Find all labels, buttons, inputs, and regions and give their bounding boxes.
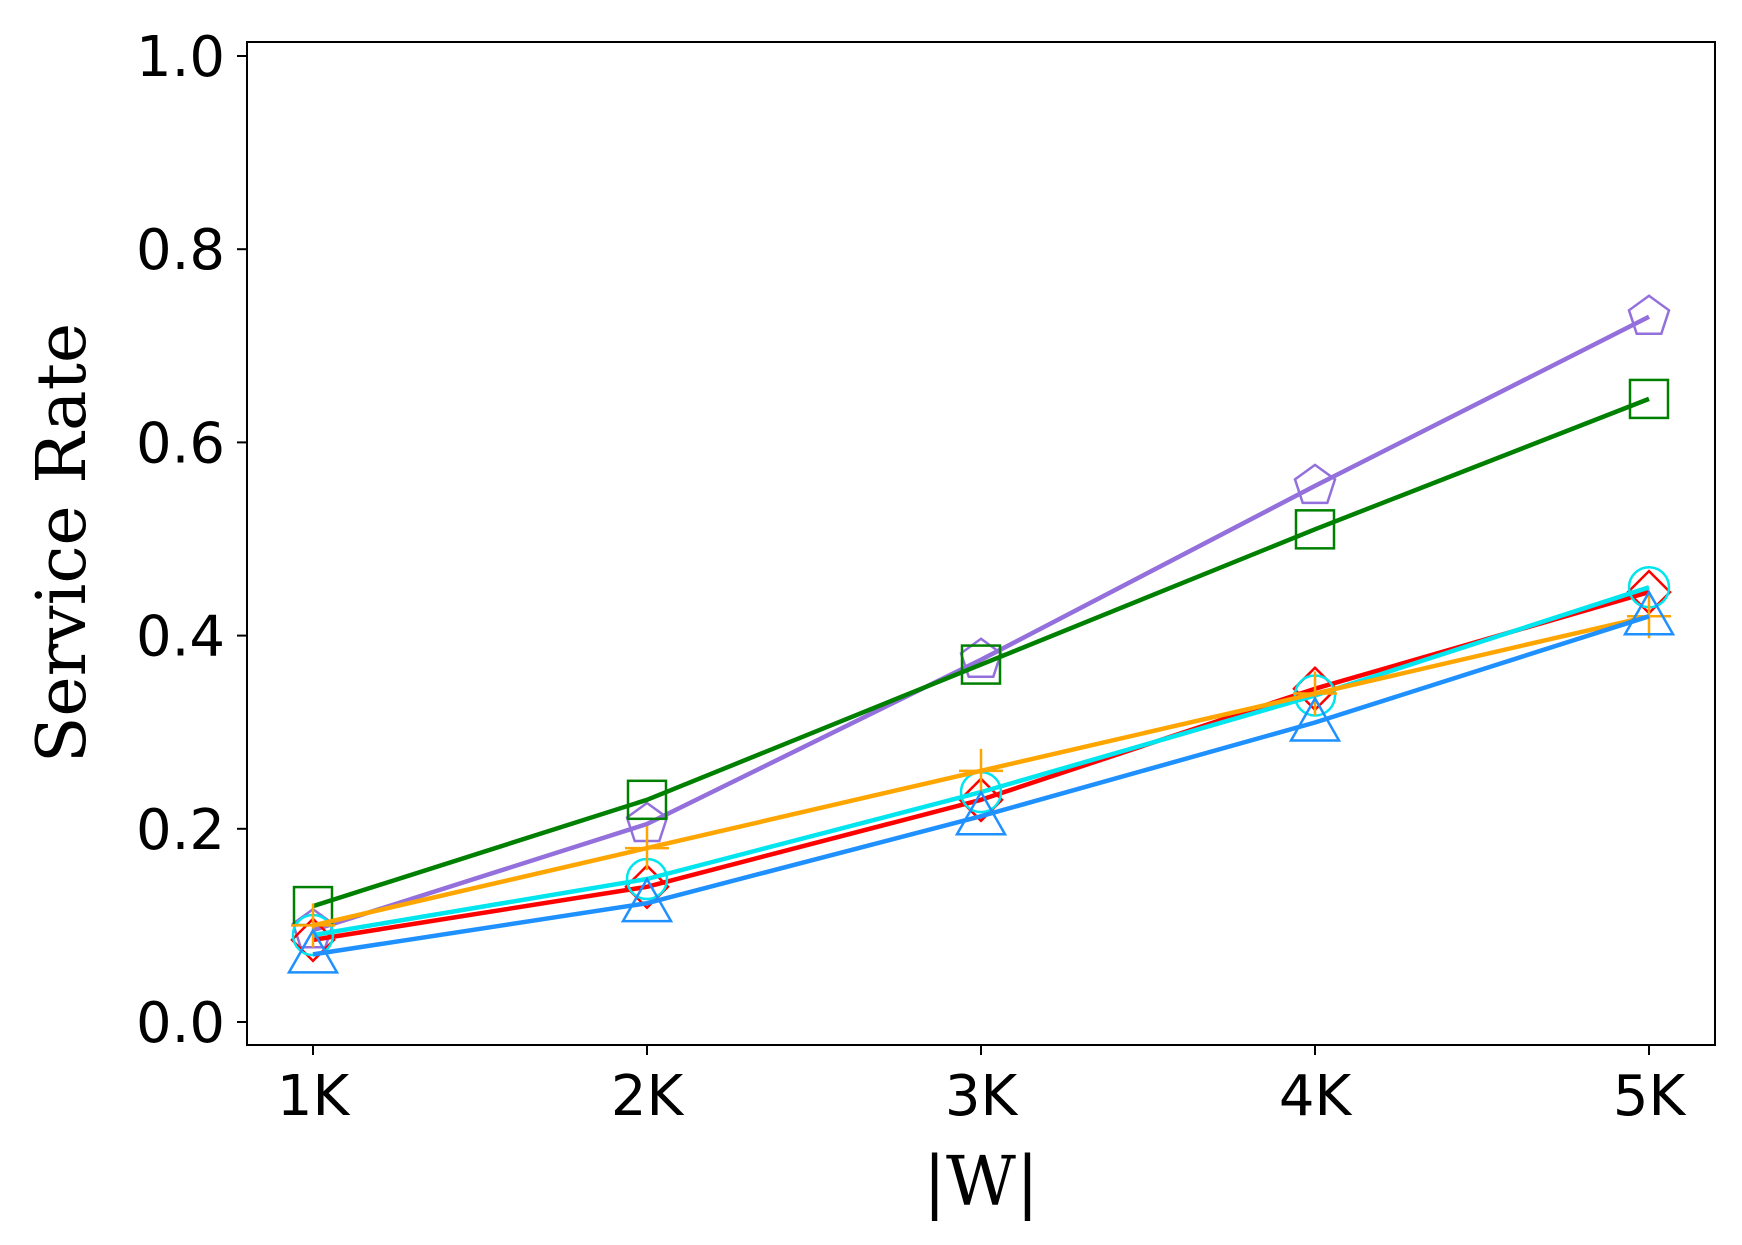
series-layer — [286, 294, 1676, 974]
x-tick-label: 1K — [277, 1064, 351, 1129]
series-line — [312, 614, 1650, 957]
series-line — [312, 314, 1651, 933]
data-point-pentagon — [1293, 463, 1337, 505]
series-triangle — [286, 589, 1676, 974]
data-point-square — [960, 644, 1002, 685]
data-point-square — [1628, 378, 1670, 420]
data-point-diamond — [958, 777, 1004, 823]
data-point-square — [626, 779, 668, 821]
data-point-triangle — [954, 789, 1008, 836]
data-point-plus — [959, 748, 1003, 793]
series-pentagon — [291, 294, 1671, 949]
y-axis-title: Service Rate — [23, 323, 102, 763]
x-tick-label: 3K — [945, 1064, 1019, 1129]
data-point-triangle — [620, 876, 674, 923]
data-point-triangle — [1622, 589, 1676, 636]
data-point-triangle — [286, 927, 340, 974]
series-square — [292, 378, 1670, 927]
data-point-plus — [1293, 671, 1337, 716]
y-tick-label: 0.0 — [136, 991, 225, 1056]
data-point-square — [1294, 509, 1336, 550]
x-tick-label: 5K — [1613, 1064, 1687, 1129]
x-tick-label: 2K — [611, 1064, 685, 1129]
y-axis: 0.0 0.2 0.4 0.6 0.8 1.0 — [136, 25, 247, 1056]
x-axis-title: |W| — [923, 1143, 1039, 1222]
data-point-plus — [625, 826, 669, 871]
y-tick-label: 0.4 — [136, 605, 225, 670]
series-line — [312, 589, 1650, 943]
data-point-pentagon — [959, 637, 1003, 678]
y-tick-label: 0.6 — [136, 411, 225, 476]
y-tick-label: 0.2 — [136, 798, 225, 863]
y-tick-label: 1.0 — [136, 25, 225, 90]
data-point-plus — [291, 903, 335, 948]
series-line — [312, 396, 1650, 909]
data-point-pentagon — [1627, 294, 1671, 336]
data-point-triangle — [1288, 696, 1342, 742]
plot-frame — [246, 41, 1716, 1046]
series-plus — [291, 594, 1671, 948]
y-tick-label: 0.8 — [136, 218, 225, 283]
x-tick-label: 4K — [1279, 1064, 1353, 1129]
x-axis: 1K 2K 3K 4K 5K — [277, 1045, 1687, 1129]
